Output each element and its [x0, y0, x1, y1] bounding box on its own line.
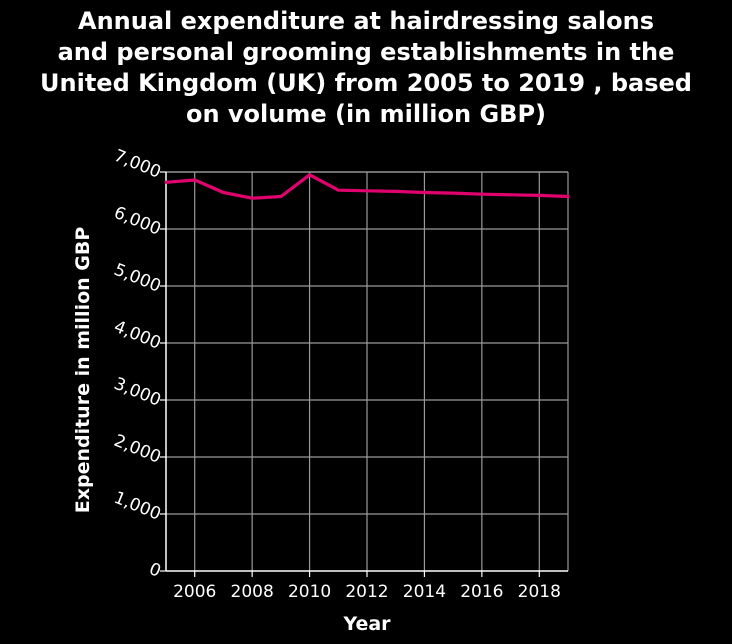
data-point	[537, 193, 541, 197]
y-axis-ticks: 0 1,000 2,000 3,000 4,000 5,000 6,000 7,000	[111, 146, 166, 582]
data-point	[336, 188, 340, 192]
y-tick-label: 5,000	[111, 260, 164, 297]
data-point	[308, 173, 311, 177]
data-point	[279, 195, 283, 198]
data-point	[566, 195, 570, 198]
data-point	[365, 189, 369, 193]
data-point	[509, 193, 512, 197]
grid-lines	[166, 171, 569, 571]
series-group	[164, 173, 570, 200]
y-tick-label: 0	[146, 559, 164, 582]
data-point	[193, 178, 197, 182]
y-tick-label: 1,000	[111, 488, 164, 525]
x-tick-label: 2016	[460, 582, 503, 602]
y-tick-label: 4,000	[111, 317, 164, 354]
data-point	[222, 191, 225, 194]
y-tick-label: 3,000	[111, 374, 164, 411]
y-tick-label: 7,000	[111, 146, 164, 183]
x-tick-label: 2014	[403, 582, 446, 602]
data-point	[480, 192, 484, 196]
x-axis-ticks: 2006 2008 2010 2012 2014 2016 2018	[173, 571, 561, 602]
x-tick-label: 2012	[345, 582, 388, 602]
x-tick-label: 2008	[231, 582, 274, 602]
x-axis-label: Year	[342, 613, 391, 635]
y-axis-label: Expenditure in million GBP	[72, 227, 94, 514]
y-tick-label: 6,000	[111, 203, 164, 240]
x-tick-label: 2018	[518, 582, 561, 602]
y-tick-label: 2,000	[111, 431, 164, 468]
data-point	[423, 191, 426, 194]
data-point	[250, 196, 254, 200]
data-point	[451, 191, 455, 195]
data-point	[164, 180, 168, 184]
chart-title: Annual expenditure at hairdressing salon…	[40, 7, 692, 128]
x-tick-label: 2010	[288, 582, 331, 602]
data-point	[394, 189, 398, 193]
x-tick-label: 2006	[173, 582, 216, 602]
